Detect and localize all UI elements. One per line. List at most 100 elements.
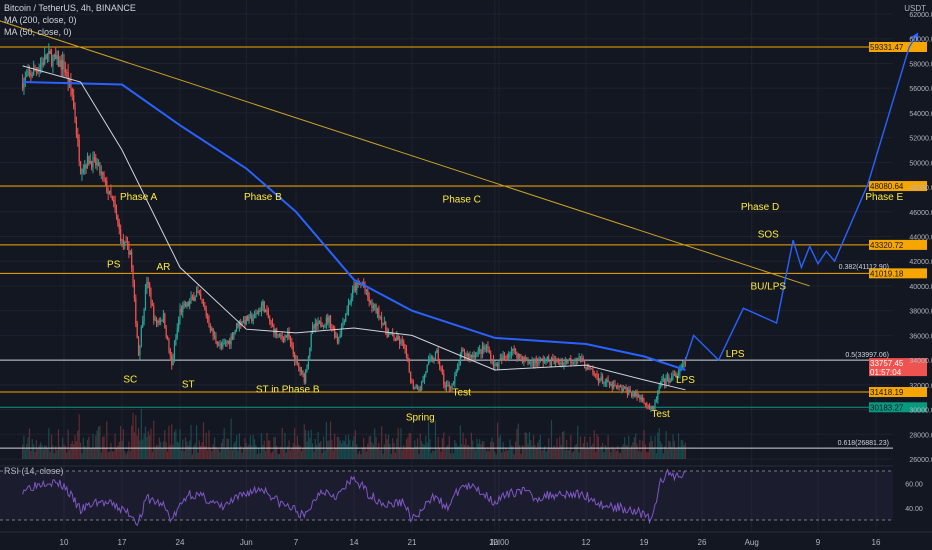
- volume-bar: [543, 446, 546, 459]
- candle-body: [165, 328, 167, 337]
- volume-bar: [151, 451, 153, 459]
- volume-bar: [512, 446, 514, 459]
- candle-body: [630, 392, 633, 397]
- level-tag-text: 43320.72: [870, 241, 904, 250]
- candle-body: [164, 313, 166, 329]
- annotation-label: SC: [123, 374, 137, 385]
- volume-bar: [617, 445, 619, 459]
- candle-body: [352, 289, 354, 298]
- candle-body: [429, 357, 431, 360]
- candle-body: [63, 60, 65, 70]
- candle-body: [461, 349, 463, 355]
- volume-bar: [115, 448, 118, 459]
- candle-body: [556, 359, 558, 361]
- volume-bar: [508, 449, 510, 459]
- candle-body: [568, 358, 571, 361]
- candle-body: [514, 349, 517, 355]
- candle-body: [592, 368, 594, 374]
- volume-bar: [287, 446, 289, 459]
- level-tag-text: 41019.18: [870, 269, 904, 278]
- candle-body: [89, 160, 91, 164]
- volume-bar: [393, 443, 395, 459]
- volume-bar: [124, 451, 126, 459]
- volume-bar: [104, 448, 107, 459]
- volume-bar: [374, 428, 376, 459]
- candle-body: [577, 358, 579, 362]
- volume-bar: [316, 444, 318, 459]
- volume-bar: [45, 445, 47, 459]
- volume-bar: [39, 442, 42, 459]
- candle-body: [117, 215, 119, 223]
- candle-body: [104, 179, 107, 181]
- candle-body: [365, 289, 368, 291]
- rsi-legend[interactable]: RSI (14, close): [4, 466, 64, 476]
- candle-body: [158, 320, 160, 323]
- candle-body: [241, 323, 243, 326]
- volume-bar: [426, 442, 428, 459]
- volume-bar: [253, 439, 256, 459]
- volume-bar: [682, 440, 684, 459]
- price-tick-label: 34000.00: [909, 358, 932, 365]
- candle-body: [658, 386, 660, 391]
- candle-body: [253, 313, 256, 319]
- candle-body: [593, 373, 595, 375]
- candle-body: [41, 62, 43, 65]
- ma50-legend[interactable]: MA (50, close, 0): [4, 27, 72, 37]
- volume-bar: [539, 434, 542, 459]
- volume-bar: [458, 446, 460, 459]
- volume-bar: [131, 425, 133, 459]
- ma200-legend[interactable]: MA (200, close, 0): [4, 15, 77, 25]
- candle-body: [566, 360, 568, 364]
- candle-body: [451, 384, 453, 388]
- volume-bar: [357, 453, 359, 459]
- candle-body: [596, 374, 598, 378]
- candle-body: [607, 379, 609, 382]
- volume-bar: [563, 431, 565, 459]
- volume-bar: [31, 439, 33, 459]
- volume-bar: [317, 431, 319, 459]
- volume-bar: [550, 420, 553, 459]
- volume-bar: [57, 429, 60, 459]
- candle-body: [289, 338, 292, 343]
- candle-body: [81, 172, 83, 174]
- candle-body: [469, 355, 471, 359]
- candle-body: [422, 379, 424, 382]
- volume-bar: [201, 442, 203, 459]
- candle-body: [574, 360, 576, 362]
- volume-bar: [385, 434, 387, 459]
- volume-bar: [299, 446, 301, 459]
- candle-body: [445, 385, 448, 388]
- candle-body: [659, 383, 662, 387]
- volume-bar: [665, 431, 667, 459]
- level-tag-text: 48080.64: [870, 182, 904, 191]
- volume-bar: [608, 448, 611, 459]
- volume-bar: [358, 450, 361, 459]
- volume-bar: [643, 429, 645, 459]
- volume-bar: [468, 445, 470, 459]
- currency-label: USDT: [904, 4, 926, 13]
- candle-body: [77, 134, 79, 140]
- volume-bar: [414, 440, 416, 459]
- candle-body: [599, 379, 601, 382]
- candle-body: [481, 346, 484, 354]
- time-tick-label: 14: [350, 538, 359, 547]
- candle-body: [578, 356, 580, 359]
- candle-body: [401, 340, 403, 342]
- candle-body: [430, 357, 432, 359]
- candle-body: [328, 316, 330, 323]
- volume-bar: [439, 447, 441, 459]
- candle-body: [444, 384, 446, 388]
- candle-body: [407, 357, 409, 362]
- volume-bar: [572, 451, 575, 459]
- volume-bar: [610, 452, 612, 459]
- candle-body: [113, 199, 115, 203]
- candle-body: [421, 381, 423, 390]
- volume-bar: [549, 447, 551, 459]
- candle-body: [189, 301, 191, 307]
- volume-bar: [469, 446, 471, 459]
- candle-body: [410, 371, 412, 382]
- annotation-label: SOS: [758, 230, 779, 241]
- candle-body: [586, 364, 588, 370]
- volume-bar: [59, 446, 61, 459]
